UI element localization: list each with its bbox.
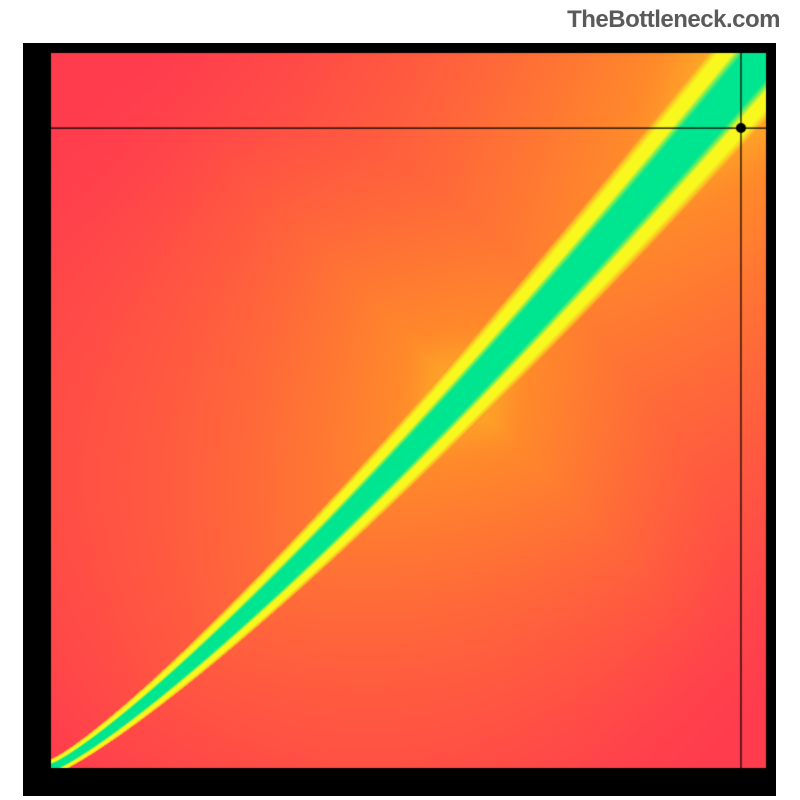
chart-frame <box>23 43 776 796</box>
bottleneck-heatmap <box>23 43 776 796</box>
watermark-text: TheBottleneck.com <box>567 6 780 34</box>
